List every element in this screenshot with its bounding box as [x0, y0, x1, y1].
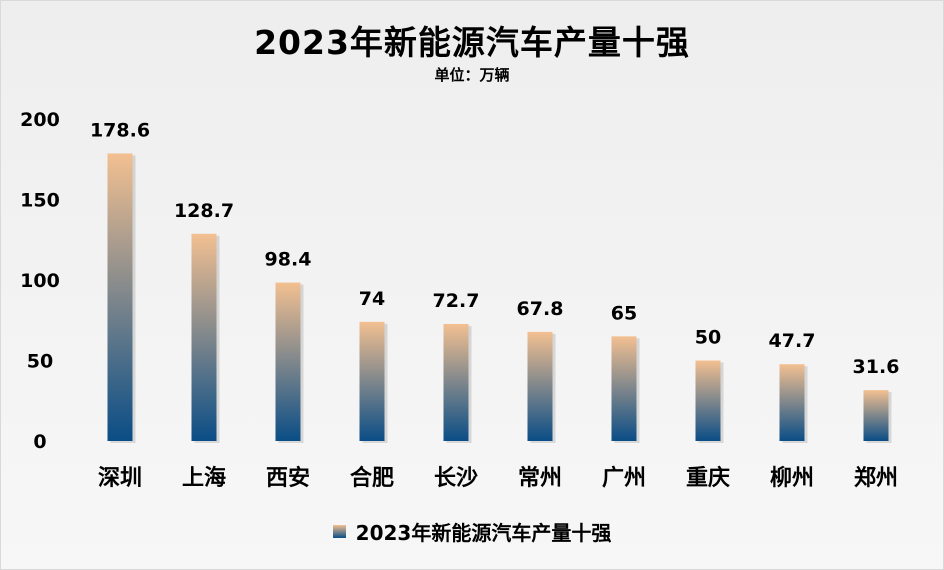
bar	[443, 323, 469, 441]
data-label: 31.6	[853, 356, 900, 378]
data-label: 65	[611, 302, 637, 324]
y-tick-label: 150	[20, 190, 60, 212]
bar	[275, 282, 301, 441]
x-tick-label: 上海	[182, 465, 226, 491]
x-tick-label: 郑州	[854, 466, 898, 491]
x-tick-label: 合肥	[350, 465, 394, 491]
bar	[695, 360, 721, 441]
data-label: 74	[359, 288, 385, 310]
bar	[863, 390, 889, 441]
y-tick-label: 0	[33, 431, 46, 453]
bar	[107, 153, 133, 442]
x-tick-label: 深圳	[98, 466, 142, 491]
data-label: 67.8	[517, 298, 564, 320]
bar	[527, 331, 553, 441]
y-tick-label: 100	[20, 270, 60, 292]
x-tick-label: 广州	[602, 465, 646, 491]
legend: 2023年新能源汽车产量十强	[0, 517, 944, 546]
bar	[779, 364, 805, 441]
bar	[191, 233, 217, 441]
chart-title: 2023年新能源汽车产量十强	[254, 23, 690, 62]
x-tick-label: 重庆	[686, 465, 730, 491]
x-tick-label: 常州	[518, 465, 562, 491]
legend-swatch	[332, 525, 346, 538]
y-tick-label: 200	[20, 109, 60, 131]
x-tick-label: 西安	[266, 465, 310, 491]
y-tick-label: 50	[27, 351, 53, 373]
data-label: 72.7	[433, 290, 480, 312]
data-label: 50	[695, 327, 721, 349]
x-tick-label: 长沙	[434, 466, 478, 491]
legend-label: 2023年新能源汽车产量十强	[355, 521, 612, 545]
bar	[611, 336, 637, 441]
data-label: 178.6	[90, 119, 150, 141]
bar	[359, 321, 385, 441]
chart-subtitle: 单位：万辆	[434, 66, 510, 84]
data-label: 128.7	[174, 200, 234, 222]
data-label: 98.4	[265, 249, 312, 271]
x-tick-label: 柳州	[770, 465, 814, 491]
data-label: 47.7	[769, 330, 816, 352]
